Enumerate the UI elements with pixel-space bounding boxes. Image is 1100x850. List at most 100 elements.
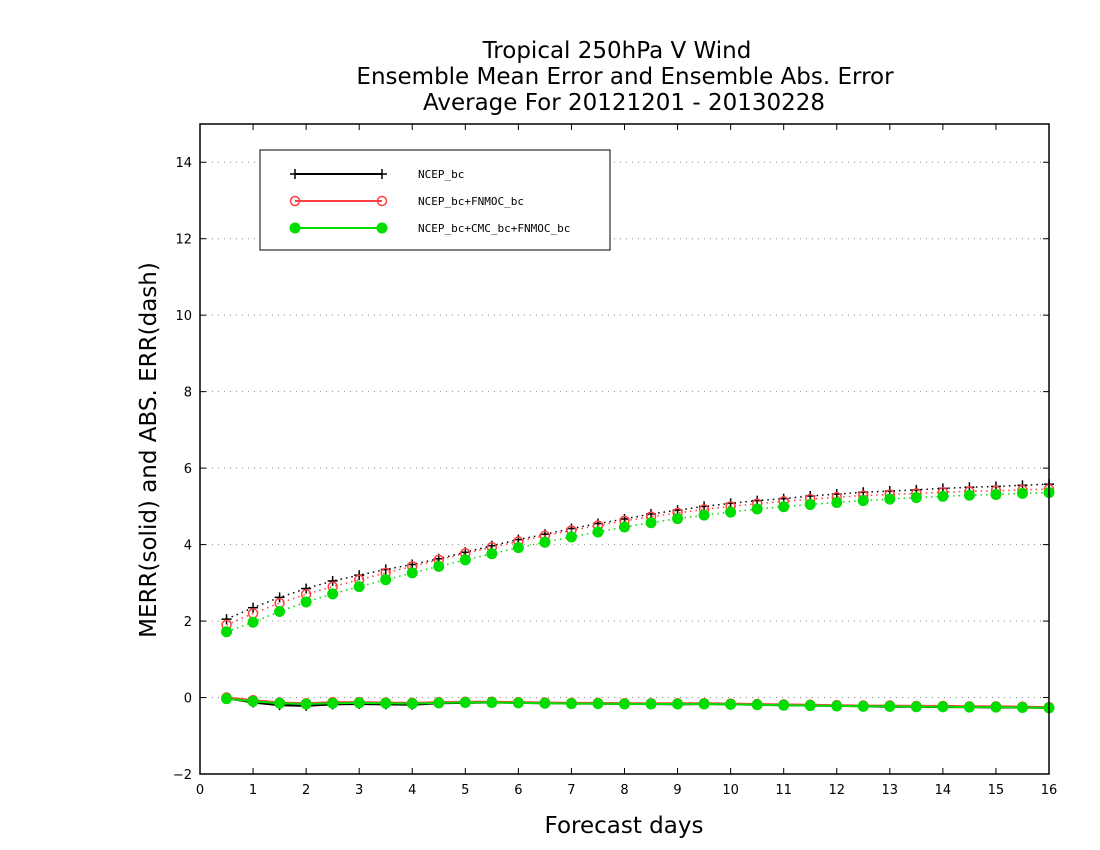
y-tick-label: 12 [175,233,192,248]
merr-point-ncep-bc-cmc-bc-fnmoc-bc [592,698,604,710]
merr-point-ncep-bc-cmc-bc-fnmoc-bc [645,698,657,710]
merr-point-ncep-bc-cmc-bc-fnmoc-bc [459,697,471,708]
y-tick-label: 6 [184,462,192,477]
merr-point-ncep-bc-cmc-bc-fnmoc-bc [327,697,339,709]
abs-err-point-ncep-bc-cmc-bc-fnmoc-bc [539,536,551,548]
chart-title-line-2: Ensemble Mean Error and Ensemble Abs. Er… [356,64,894,90]
abs-err-point-ncep-bc-cmc-bc-fnmoc-bc [778,501,790,513]
merr-point-ncep-bc-cmc-bc-fnmoc-bc [804,700,816,712]
merr-point-ncep-bc-cmc-bc-fnmoc-bc [353,697,365,709]
merr-point-ncep-bc-cmc-bc-fnmoc-bc [565,698,577,710]
merr-point-ncep-bc-cmc-bc-fnmoc-bc [857,700,869,712]
abs-err-line-ncep-bc [226,483,1050,620]
legend-marker [289,222,301,234]
legend-marker [377,169,387,179]
abs-err-point-ncep-bc-cmc-bc-fnmoc-bc [274,606,286,617]
merr-point-ncep-bc-cmc-bc-fnmoc-bc [831,700,843,712]
abs-err-point-ncep-bc-cmc-bc-fnmoc-bc [725,506,737,518]
merr-point-ncep-bc-cmc-bc-fnmoc-bc [486,697,498,708]
abs-err-point-ncep-bc-cmc-bc-fnmoc-bc [247,616,259,628]
abs-err-point-ncep-bc-cmc-bc-fnmoc-bc [804,498,816,510]
x-tick-label: 12 [828,783,845,798]
y-tick-label: 2 [184,615,192,630]
abs-err-point-ncep-bc-cmc-bc-fnmoc-bc [353,581,365,593]
x-tick-label: 4 [408,783,416,798]
abs-err-point-ncep-bc-cmc-bc-fnmoc-bc [751,503,763,515]
legend: NCEP_bc NCEP_bc+FNMOC_bc NCEP_bc+CMC_bc+FN… [259,149,611,251]
abs-err-point-ncep-bc-cmc-bc-fnmoc-bc [433,560,445,572]
legend-marker [376,195,388,207]
abs-err-point-ncep-bc-cmc-bc-fnmoc-bc [698,509,710,521]
merr-point-ncep-bc-cmc-bc-fnmoc-bc [619,698,630,710]
legend-label: NCEP_bc+FNMOC_bc [418,195,524,208]
abs-err-point-ncep-bc-cmc-bc-fnmoc-bc [963,489,975,501]
x-tick-label: 2 [302,783,310,798]
x-tick-label: 7 [567,783,575,798]
legend-entries: NCEP_bc NCEP_bc+FNMOC_bc NCEP_bc+CMC_bc+FN… [289,168,570,235]
x-tick-label: 16 [1041,783,1058,798]
x-tick-label: 1 [249,783,257,798]
series-layer [221,479,1055,714]
x-tick-label: 5 [461,783,469,798]
x-tick-label: 10 [722,783,739,798]
merr-point-ncep-bc-cmc-bc-fnmoc-bc [380,697,392,709]
legend-item-ncep-bc-cmc-bc-fnmoc-bc: NCEP_bc+CMC_bc+FNMOC_bc [289,222,570,235]
abs-err-point-ncep-bc-cmc-bc-fnmoc-bc [857,495,869,507]
legend-marker [290,169,300,179]
abs-err-point-ncep-bc [301,583,312,594]
series-ncep-bc-cmc-bc-fnmoc-bc [221,487,1055,714]
abs-err-point-ncep-bc-cmc-bc-fnmoc-bc [619,521,630,533]
y-tick-label: 4 [184,539,192,554]
legend-label: NCEP_bc+CMC_bc+FNMOC_bc [418,222,570,235]
merr-point-ncep-bc-cmc-bc-fnmoc-bc [539,697,551,709]
abs-err-point-ncep-bc [221,614,232,625]
abs-err-point-ncep-bc [248,602,259,613]
merr-point-ncep-bc-cmc-bc-fnmoc-bc [937,701,949,713]
abs-err-point-ncep-bc-cmc-bc-fnmoc-bc [990,489,1002,500]
abs-err-point-ncep-bc-cmc-bc-fnmoc-bc [910,492,922,504]
abs-err-point-ncep-bc-cmc-bc-fnmoc-bc [380,574,392,586]
legend-item-ncep-bc-fnmoc-bc: NCEP_bc+FNMOC_bc [289,195,524,208]
merr-point-ncep-bc-cmc-bc-fnmoc-bc [300,698,312,710]
x-tick-label: 3 [355,783,363,798]
merr-point-ncep-bc-cmc-bc-fnmoc-bc [247,695,259,707]
y-tick-label: 14 [175,156,192,171]
abs-err-point-ncep-bc-cmc-bc-fnmoc-bc [512,542,524,554]
chart-title-line-3: Average For 20121201 - 20130228 [423,90,825,116]
y-axis-label: MERR(solid) and ABS. ERR(dash) [136,262,162,638]
abs-err-point-ncep-bc-cmc-bc-fnmoc-bc [831,497,843,509]
x-tick-label: 11 [775,783,792,798]
x-tick-label: 8 [620,783,628,798]
abs-err-point-ncep-bc [274,592,285,603]
merr-point-ncep-bc-cmc-bc-fnmoc-bc [672,698,684,710]
legend-item-ncep-bc: NCEP_bc [290,168,464,181]
y-tick-label: −2 [173,768,192,783]
abs-err-point-ncep-bc-cmc-bc-fnmoc-bc [459,554,471,566]
abs-err-point-ncep-bc [327,575,338,586]
abs-err-point-ncep-bc-cmc-bc-fnmoc-bc [565,531,577,543]
merr-point-ncep-bc-cmc-bc-fnmoc-bc [512,697,524,709]
abs-err-point-ncep-bc-cmc-bc-fnmoc-bc [672,513,684,525]
abs-err-line-ncep-bc-cmc-bc-fnmoc-bc [226,491,1050,633]
x-tick-label: 6 [514,783,522,798]
x-axis-label: Forecast days [545,813,704,839]
abs-err-point-ncep-bc-cmc-bc-fnmoc-bc [884,493,896,505]
abs-err-point-ncep-bc-cmc-bc-fnmoc-bc [1016,487,1028,499]
merr-point-ncep-bc-cmc-bc-fnmoc-bc [751,699,763,711]
merr-point-ncep-bc-cmc-bc-fnmoc-bc [910,701,922,713]
series-ncep-bc-fnmoc-bc [221,483,1055,713]
y-tick-label: 8 [184,386,192,401]
merr-point-ncep-bc-cmc-bc-fnmoc-bc [778,699,790,711]
x-tick-label: 15 [988,783,1005,798]
merr-point-ncep-bc-cmc-bc-fnmoc-bc [433,697,445,709]
y-tick-label: 0 [184,692,192,707]
abs-err-point-ncep-bc-cmc-bc-fnmoc-bc [406,567,418,579]
merr-point-ncep-bc-cmc-bc-fnmoc-bc [698,698,710,710]
merr-point-ncep-bc-cmc-bc-fnmoc-bc [221,693,233,705]
merr-line-ncep-bc-cmc-bc-fnmoc-bc [226,697,1050,709]
merr-point-ncep-bc-cmc-bc-fnmoc-bc [884,700,896,712]
x-tick-label: 9 [673,783,681,798]
y-tick-label: 10 [175,309,192,324]
